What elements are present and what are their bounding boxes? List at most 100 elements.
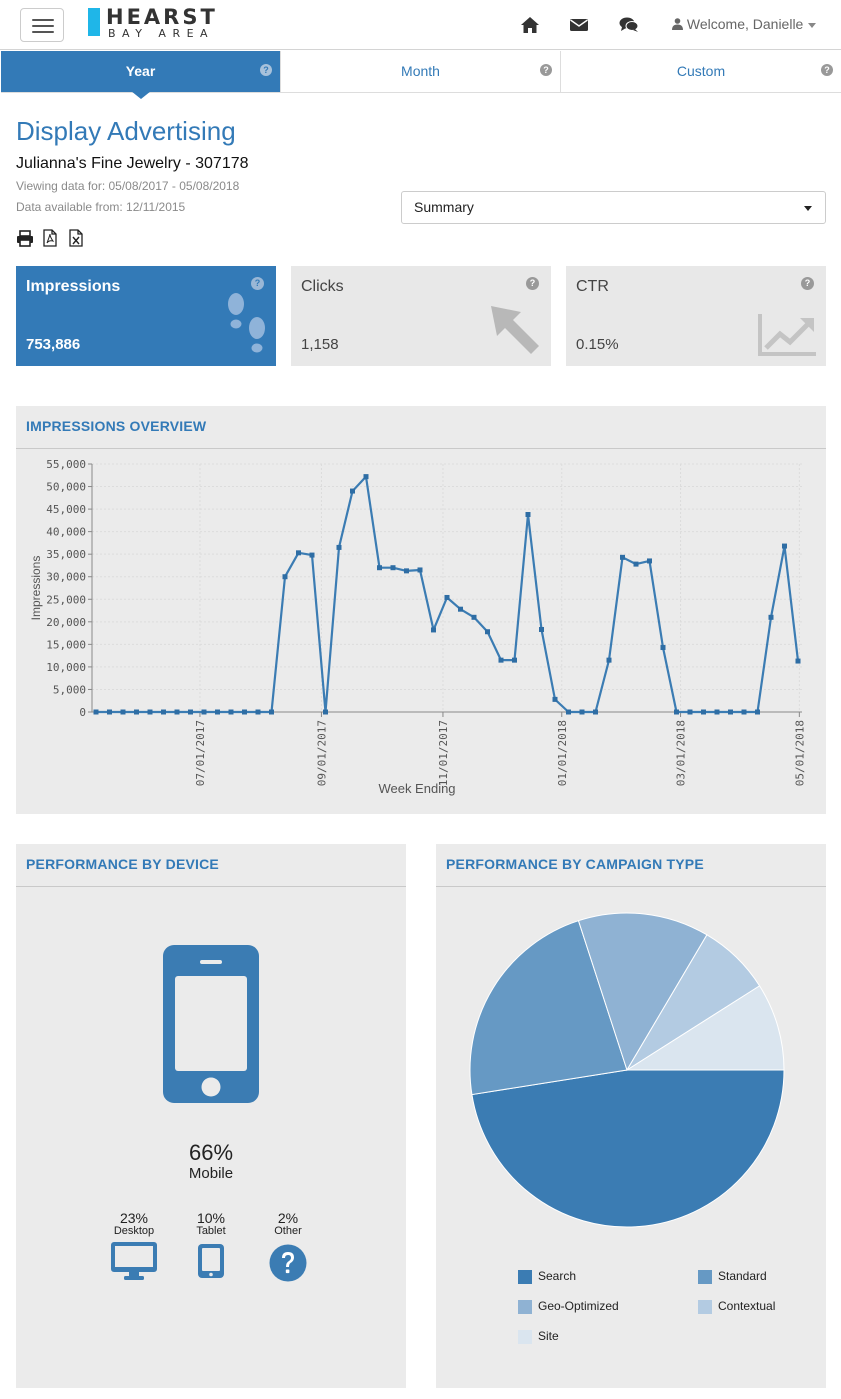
legend-item-contextual: Contextual xyxy=(698,1299,776,1314)
x-tick-label: 09/01/2017 xyxy=(315,720,328,786)
help-icon[interactable]: ? xyxy=(540,64,552,76)
data-point xyxy=(552,696,558,702)
data-point xyxy=(242,709,247,715)
data-point xyxy=(174,709,180,715)
legend-item-search: Search xyxy=(518,1269,576,1284)
legend-label: Contextual xyxy=(718,1299,776,1313)
pie-slice-standard xyxy=(469,920,628,1096)
kpi-clicks-card[interactable]: Clicks 1,158 ? xyxy=(291,266,551,366)
legend-item-geo-optimized: Geo-Optimized xyxy=(518,1299,619,1314)
data-point xyxy=(660,645,666,651)
y-tick-label: 20,000 xyxy=(46,616,86,629)
data-point xyxy=(120,709,126,715)
menu-toggle-button[interactable] xyxy=(20,8,64,42)
data-point xyxy=(363,474,369,480)
pie-slice-site xyxy=(625,985,785,1071)
excel-icon[interactable] xyxy=(67,229,85,247)
home-icon[interactable] xyxy=(520,15,540,35)
user-menu[interactable]: Welcome, Danielle xyxy=(672,16,817,32)
data-point xyxy=(539,626,544,632)
kpi-value: 0.15% xyxy=(576,336,619,353)
chevron-down-icon xyxy=(804,206,812,211)
kpi-ctr-card[interactable]: CTR 0.15% ? xyxy=(566,266,826,366)
legend-swatch xyxy=(518,1270,532,1284)
device-desktop-label: Desktop xyxy=(113,1225,155,1237)
welcome-text: Welcome, Danielle xyxy=(686,16,804,32)
y-tick-label: 15,000 xyxy=(46,638,86,651)
x-tick-label: 01/01/2018 xyxy=(556,720,569,786)
legend-label: Standard xyxy=(718,1269,767,1283)
data-point xyxy=(377,565,382,571)
tab-custom[interactable]: Custom ? xyxy=(561,51,841,92)
data-point xyxy=(593,709,598,715)
tab-month[interactable]: Month ? xyxy=(281,51,561,92)
device-mobile-pct: 66% xyxy=(188,1140,234,1165)
data-point xyxy=(701,709,706,715)
data-point xyxy=(566,709,571,715)
legend-label: Site xyxy=(538,1329,559,1343)
panel-header: PERFORMANCE BY CAMPAIGN TYPE xyxy=(436,844,826,887)
data-point xyxy=(336,544,342,550)
question-circle-icon xyxy=(269,1244,307,1282)
data-point xyxy=(755,709,760,715)
data-point xyxy=(404,568,409,574)
data-point xyxy=(458,606,463,612)
y-tick-label: 40,000 xyxy=(46,526,86,539)
y-tick-label: 5,000 xyxy=(53,683,86,696)
help-icon[interactable]: ? xyxy=(801,277,814,290)
data-point xyxy=(471,614,477,620)
campaign-panel: PERFORMANCE BY CAMPAIGN TYPE Search Stan… xyxy=(436,844,826,1388)
data-point xyxy=(606,657,612,663)
desktop-icon xyxy=(111,1242,157,1280)
device-other-label: Other xyxy=(274,1225,302,1237)
pdf-icon[interactable] xyxy=(41,229,59,247)
data-point xyxy=(107,709,112,715)
data-point xyxy=(647,558,652,564)
panel-title: PERFORMANCE BY DEVICE xyxy=(26,856,219,872)
pie-slice-geo-optimized xyxy=(577,912,708,1072)
cursor-arrow-icon xyxy=(491,306,539,354)
kpi-impressions-card[interactable]: Impressions 753,886 ? xyxy=(16,266,276,366)
y-tick-label: 10,000 xyxy=(46,661,86,674)
legend-swatch xyxy=(518,1300,532,1314)
y-tick-label: 35,000 xyxy=(46,548,86,561)
x-tick-label: 07/01/2017 xyxy=(194,720,207,786)
impressions-overview-panel: IMPRESSIONS OVERVIEW 0 5,000 10,000 15,000 2… xyxy=(16,406,826,814)
data-point xyxy=(282,574,288,580)
x-tick-label: 05/01/2018 xyxy=(793,720,806,786)
hearst-logo[interactable]: HEARST BAY AREA xyxy=(88,6,238,40)
data-point xyxy=(741,709,747,715)
device-other-pct: 2% xyxy=(277,1210,299,1226)
print-icon[interactable] xyxy=(16,229,34,247)
kpi-label: Impressions xyxy=(26,278,121,295)
data-point xyxy=(93,709,99,715)
data-point xyxy=(431,627,436,633)
y-axis-label: Impressions xyxy=(29,556,43,621)
data-point xyxy=(728,709,733,715)
panel-title: PERFORMANCE BY CAMPAIGN TYPE xyxy=(446,856,704,872)
y-tick-label: 50,000 xyxy=(46,481,86,494)
data-point xyxy=(147,709,153,715)
comments-icon[interactable] xyxy=(619,15,639,35)
help-icon[interactable]: ? xyxy=(526,277,539,290)
tab-month-label: Month xyxy=(401,63,440,79)
data-point xyxy=(444,594,450,600)
envelope-icon[interactable] xyxy=(569,15,589,35)
data-point xyxy=(323,709,328,715)
y-tick-label: 45,000 xyxy=(46,503,86,516)
tablet-icon xyxy=(198,1244,224,1278)
x-axis-label: Week Ending xyxy=(378,781,455,796)
panel-header: PERFORMANCE BY DEVICE xyxy=(16,844,406,887)
view-select[interactable]: Summary xyxy=(401,191,826,224)
help-icon[interactable]: ? xyxy=(251,277,264,290)
tab-year[interactable]: Year ? xyxy=(1,51,281,99)
logo-line2: BAY AREA xyxy=(108,27,215,40)
legend-item-site: Site xyxy=(518,1329,559,1344)
help-icon[interactable]: ? xyxy=(821,64,833,76)
kpi-value: 1,158 xyxy=(301,336,339,353)
data-point xyxy=(390,565,396,571)
data-point xyxy=(714,709,720,715)
series-line xyxy=(96,475,800,714)
help-icon[interactable]: ? xyxy=(260,64,272,76)
advertiser-name: Julianna's Fine Jewelry - 307178 xyxy=(16,155,249,172)
